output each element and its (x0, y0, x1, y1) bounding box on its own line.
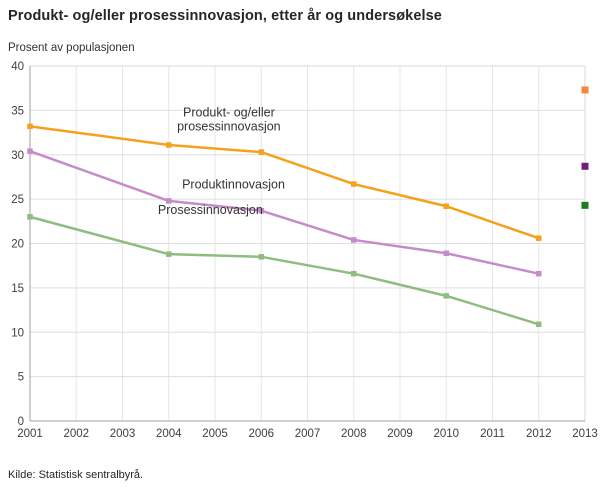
y-tick-label: 20 (11, 239, 24, 251)
data-point-marker (351, 270, 357, 277)
data-point-marker (536, 270, 542, 277)
data-point-marker (351, 181, 357, 187)
x-tick-label: 2001 (17, 428, 43, 440)
x-tick-label: 2011 (480, 428, 505, 440)
x-tick-label: 2008 (341, 428, 367, 440)
chart-title: Produkt- og/eller prosessinnovasjon, ett… (8, 8, 442, 24)
data-point-marker (27, 148, 33, 154)
y-axis-title: Prosent av populasjonen (8, 42, 135, 54)
source-note: Kilde: Statistisk sentralbyrå. (8, 469, 144, 481)
annotation-label: Produkt- og/eller prosessinnovasjon (177, 106, 281, 134)
y-tick-label: 35 (11, 105, 24, 117)
annotation-label: Prosessinnovasjon (158, 203, 263, 217)
data-point-marker (351, 237, 357, 243)
x-tick-label: 2004 (156, 428, 182, 440)
chart-svg: Produkt- og/eller prosessinnovasjon Produk… (11, 61, 598, 440)
x-tick-label: 2013 (572, 428, 598, 440)
x-tick-label: 2002 (63, 428, 89, 440)
data-point-marker (443, 293, 449, 299)
data-point-marker (443, 203, 449, 209)
annotation-label: Produktinnovasjon (182, 177, 285, 191)
x-tick-label: 2005 (202, 428, 228, 440)
data-point-marker (536, 235, 542, 241)
series-line (29, 125, 540, 240)
data-point-marker (258, 254, 264, 260)
y-tick-label: 40 (11, 61, 24, 73)
data-point-marker (258, 149, 264, 155)
data-point-marker (166, 142, 172, 148)
x-tick-label: 2009 (387, 428, 413, 440)
x-tick-label: 2006 (248, 428, 274, 440)
data-point-marker (166, 251, 172, 257)
survey-2013-marker (581, 162, 589, 170)
data-point-marker (27, 123, 33, 130)
data-point-marker (536, 321, 542, 328)
data-point-marker (166, 198, 172, 204)
y-tick-label: 10 (11, 327, 24, 339)
data-point-marker (27, 214, 33, 220)
survey-2013-marker (581, 201, 589, 209)
y-tick-label: 25 (11, 194, 24, 206)
x-tick-label: 2010 (433, 428, 459, 440)
survey-2013-marker (581, 86, 589, 94)
data-point-marker (443, 250, 449, 257)
y-tick-label: 15 (11, 283, 24, 295)
x-tick-label: 2003 (110, 428, 136, 440)
y-tick-label: 30 (11, 150, 24, 162)
data-point-marker (258, 207, 264, 214)
y-tick-label: 5 (18, 372, 24, 384)
series-line (29, 150, 540, 275)
innovation-line-chart: Produkt- og/eller prosessinnovasjon Produk… (0, 58, 610, 455)
series-line (29, 215, 540, 326)
x-tick-label: 2012 (526, 428, 552, 440)
y-tick-label: 0 (18, 416, 24, 428)
x-tick-label: 2007 (295, 428, 321, 440)
